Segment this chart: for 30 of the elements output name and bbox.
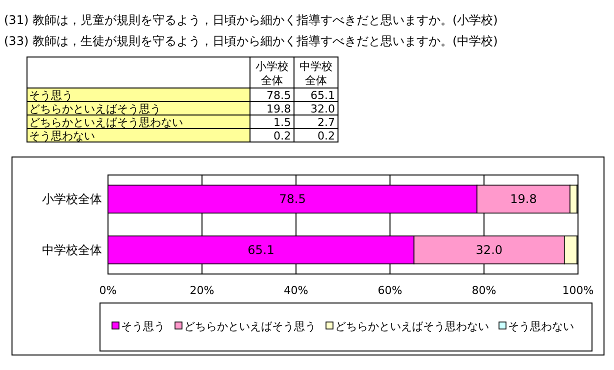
legend-label: そう思わない [508, 320, 574, 333]
data-label: 32.0 [476, 242, 503, 257]
legend-label: どちらかといえばそう思う [184, 320, 316, 333]
legend-label: どちらかといえばそう思わない [335, 320, 489, 333]
x-tick-label: 40% [284, 284, 308, 297]
data-label: 2.7 [318, 116, 335, 129]
x-tick-label: 100% [562, 284, 594, 297]
data-label: 0.2 [274, 130, 291, 142]
y-tick-label: どちらかといえばそう思う [29, 102, 161, 116]
data-label: 32.0 [310, 102, 335, 116]
legend-label: そう思う [121, 320, 165, 333]
data-label: 65.1 [310, 89, 335, 102]
data-label: 0.2 [318, 130, 335, 142]
data-label: 19.8 [266, 102, 291, 116]
y-tick-label: どちらかといえばそう思わない [29, 116, 183, 129]
y-tick-label: そう思わない [29, 130, 95, 142]
data-label: 65.1 [248, 242, 274, 257]
data-label: 78.5 [279, 192, 306, 206]
x-tick-label: 20% [190, 284, 214, 297]
chart-subtitle: (33) 教師は，生徒が規則を守るよう，日頃から細かく指導すべきだと思いますか。(中学校) [4, 34, 498, 48]
y-tick-label: そう思う [29, 89, 73, 102]
data-label: 19.8 [510, 192, 537, 206]
y-tick-label: 小学校全体 [42, 192, 102, 206]
x-tick-label: 60% [378, 284, 402, 297]
x-tick-label: 0% [99, 284, 117, 297]
chart-title: (31) 教師は，児童が規則を守るよう，日頃から細かく指導すべきだと思いますか。(小学校) [4, 13, 498, 27]
x-tick-label: 80% [472, 284, 496, 297]
data-label: 78.5 [266, 89, 291, 102]
y-tick-label: 中学校全体 [42, 242, 102, 257]
data-label: 1.5 [274, 116, 291, 129]
